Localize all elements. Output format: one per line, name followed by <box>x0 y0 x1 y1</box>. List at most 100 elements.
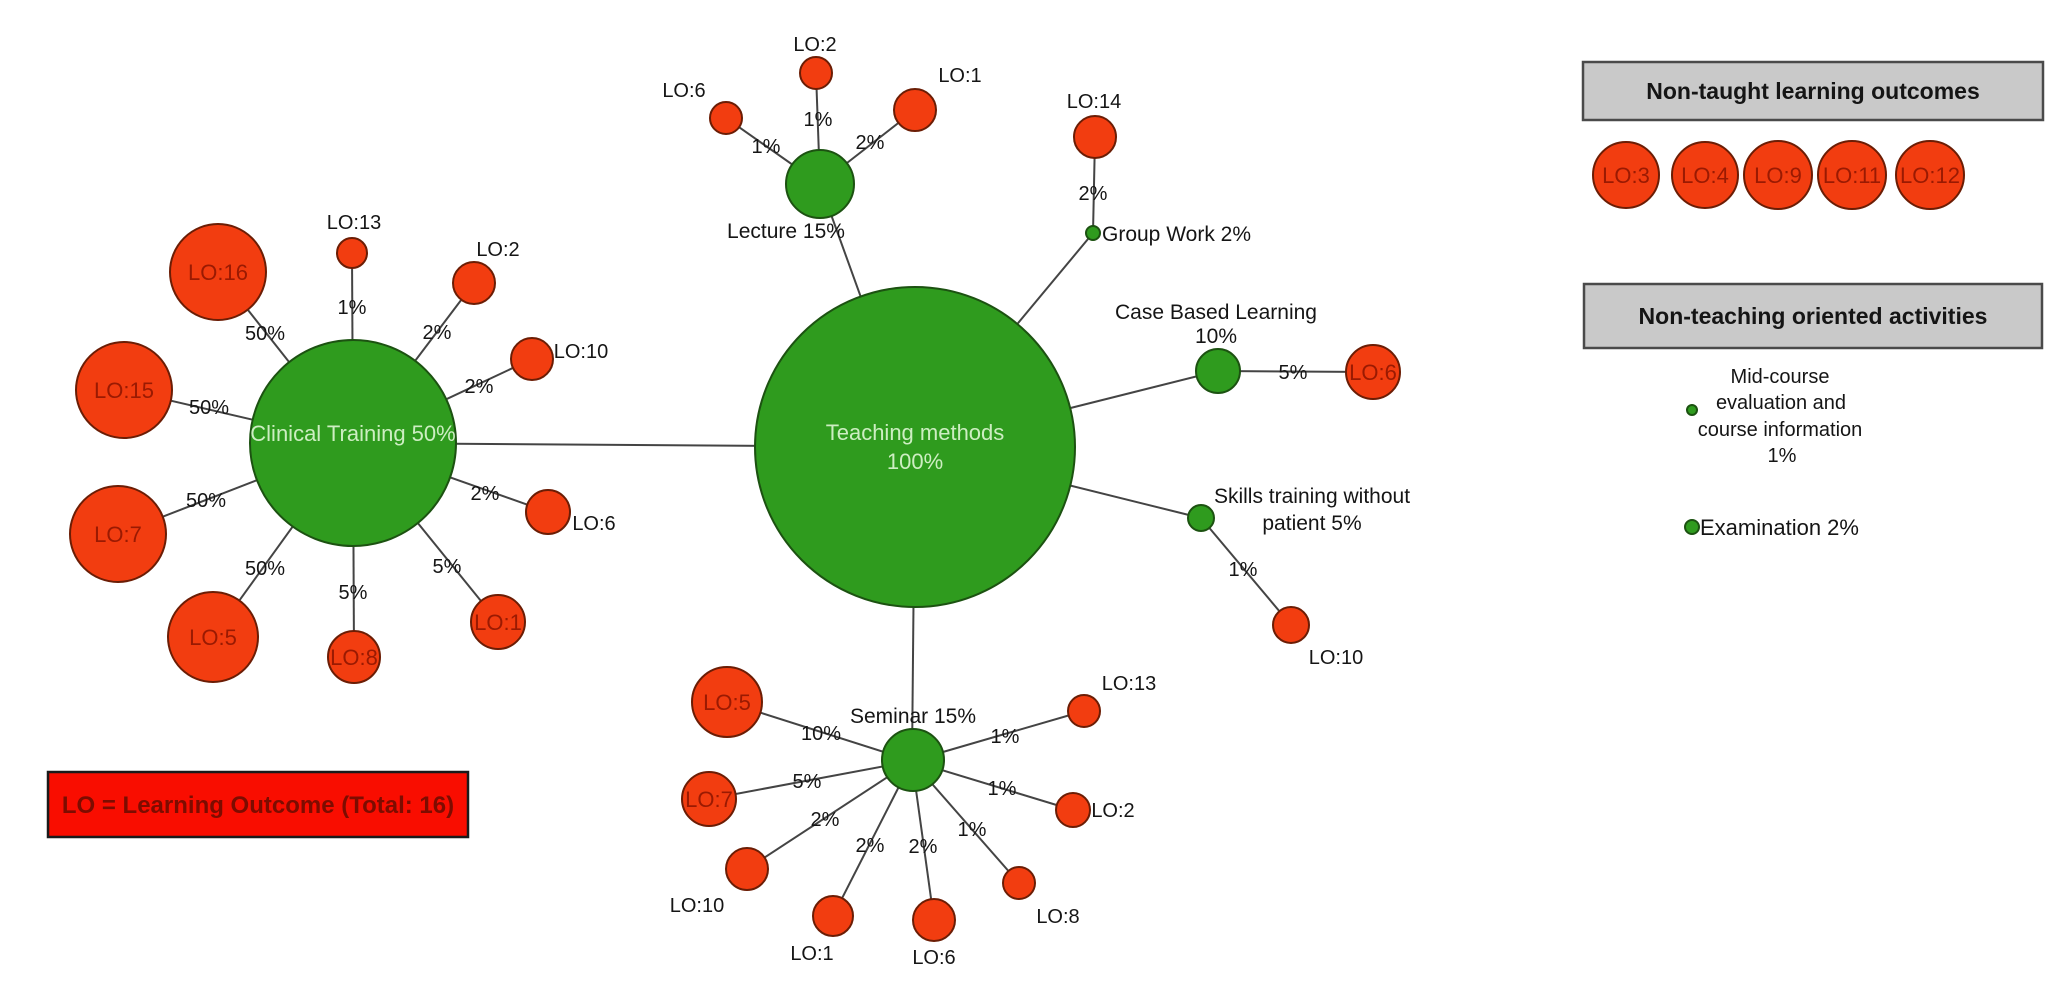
legend-text: LO = Learning Outcome (Total: 16) <box>62 792 454 819</box>
panel-non-taught-title: Non-taught learning outcomes <box>1646 78 1980 104</box>
clinical-lo2-label: LO:2 <box>476 239 519 261</box>
clinical-lo6-circle <box>525 489 571 535</box>
lecture-label: Lecture 15% <box>727 220 845 243</box>
cbl-lo6-label: LO:6 <box>1349 360 1397 385</box>
edge-lecture-lo6-label: 1% <box>752 136 781 158</box>
seminar-lo1-label: LO:1 <box>790 943 833 965</box>
clinical-lo13-circle <box>336 237 368 269</box>
seminar-lo10-label: LO:10 <box>670 895 724 917</box>
seminar-lo7-circle <box>681 771 737 827</box>
cbl-lo6-circle <box>1345 344 1401 400</box>
clinical-lo8-label: LO:8 <box>330 645 378 670</box>
teaching-methods-label-line2: 100% <box>887 449 943 474</box>
clinical-lo16-circle <box>169 223 267 321</box>
panel-lo12-circle <box>1895 140 1965 210</box>
panel-non-teaching-title: Non-teaching oriented activities <box>1639 303 1988 329</box>
seminar-lo6-circle <box>912 898 956 942</box>
cbl-label-line1: Case Based Learning <box>1115 301 1317 324</box>
seminar-lo7-label: LO:7 <box>685 787 733 812</box>
edge-seminar-lo1-label: 2% <box>856 835 885 857</box>
group-work-label: Group Work 2% <box>1102 223 1251 246</box>
hub-clinical-training <box>249 339 457 547</box>
edge-seminar-lo8-label: 1% <box>958 819 987 841</box>
panel-lo4-circle <box>1671 141 1739 209</box>
edge-clinical-lo16-label: 50% <box>245 323 285 345</box>
cbl-label-line2: 10% <box>1195 325 1237 348</box>
edge-clinical-lo10-label: 2% <box>465 376 494 398</box>
seminar-label: Seminar 15% <box>850 705 976 728</box>
hub-teaching-methods <box>754 286 1076 608</box>
edge-seminar-lo2-label: 1% <box>988 778 1017 800</box>
teaching-methods-label-line1: Teaching methods <box>826 420 1005 445</box>
edge-seminar-lo13-label: 1% <box>991 726 1020 748</box>
clinical-lo5-circle <box>167 591 259 683</box>
clinical-lo15-label: LO:15 <box>94 378 154 403</box>
skills-label-line2: patient 5% <box>1262 512 1361 535</box>
clinical-lo2-circle <box>452 261 496 305</box>
examination-label: Examination 2% <box>1700 515 1859 540</box>
lecture-lo2-label: LO:2 <box>793 34 836 56</box>
edge-clinical-lo7-label: 50% <box>186 490 226 512</box>
clinical-lo5-label: LO:5 <box>189 625 237 650</box>
hub-seminar <box>881 728 945 792</box>
edge-clinical-lo2-label: 2% <box>423 322 452 344</box>
edge-groupwork-lo14-label: 2% <box>1079 183 1108 205</box>
skills-label-line1: Skills training without <box>1214 485 1410 508</box>
panel-lo12-label: LO:12 <box>1900 163 1960 188</box>
edge-clinical-lo1-label: 5% <box>433 556 462 578</box>
midcourse-dot <box>1686 404 1698 416</box>
seminar-lo1-circle <box>812 895 854 937</box>
edge-seminar-lo10-label: 2% <box>811 809 840 831</box>
panel-lo11-circle <box>1817 140 1887 210</box>
clinical-lo13-label: LO:13 <box>327 212 381 234</box>
panel-non-taught-header-box <box>1581 60 2045 122</box>
clinical-lo16-label: LO:16 <box>188 260 248 285</box>
edge-clinical-lo5-label: 50% <box>245 558 285 580</box>
hub-group-work <box>1085 225 1101 241</box>
legend-box <box>46 770 470 839</box>
seminar-lo2-label: LO:2 <box>1091 800 1134 822</box>
lecture-lo6-label: LO:6 <box>662 80 705 102</box>
panel-lo3-circle <box>1592 141 1660 209</box>
hub-lecture <box>785 149 855 219</box>
seminar-lo2-circle <box>1055 792 1091 828</box>
edge-seminar-lo7 <box>708 760 913 800</box>
skills-lo10-circle <box>1272 606 1310 644</box>
seminar-lo8-circle <box>1002 866 1036 900</box>
edge-seminar-lo5-label: 10% <box>801 723 841 745</box>
clinical-lo7-circle <box>69 485 167 583</box>
edge-clinical-lo6-label: 2% <box>471 483 500 505</box>
panel-lo3-label: LO:3 <box>1602 163 1650 188</box>
seminar-lo6-label: LO:6 <box>912 947 955 969</box>
edge-seminar-lo10 <box>746 760 913 870</box>
edge-lecture-lo2-label: 1% <box>804 109 833 131</box>
clinical-lo1-label: LO:1 <box>474 610 522 635</box>
edge-skills-lo10-label: 1% <box>1229 559 1258 581</box>
panel-lo9-label: LO:9 <box>1754 163 1802 188</box>
seminar-lo13-label: LO:13 <box>1102 673 1156 695</box>
midcourse-label-line1: Mid-course <box>1731 366 1830 388</box>
edge-seminar-lo7-label: 5% <box>793 771 822 793</box>
lecture-lo2-circle <box>799 56 833 90</box>
seminar-lo8-label: LO:8 <box>1036 906 1079 928</box>
edge-cbl-lo6-label: 5% <box>1279 362 1308 384</box>
clinical-lo6-label: LO:6 <box>572 513 615 535</box>
clinical-lo10-label: LO:10 <box>554 341 608 363</box>
panel-lo11-label: LO:11 <box>1823 163 1881 188</box>
edge-clinical-lo13-label: 1% <box>338 297 367 319</box>
midcourse-label-line3: course information <box>1698 419 1863 441</box>
examination-dot <box>1684 519 1700 535</box>
midcourse-label-line4: 1% <box>1768 445 1797 467</box>
clinical-lo15-circle <box>75 341 173 439</box>
seminar-lo10-circle <box>725 847 769 891</box>
seminar-lo5-label: LO:5 <box>703 690 751 715</box>
midcourse-label-line2: evaluation and <box>1716 392 1846 414</box>
hub-skills-training <box>1187 504 1215 532</box>
panel-lo4-label: LO:4 <box>1681 163 1729 188</box>
seminar-lo13-circle <box>1067 694 1101 728</box>
panel-non-teaching-header-box <box>1582 282 2044 350</box>
lecture-lo1-label: LO:1 <box>938 65 981 87</box>
groupwork-lo14-label: LO:14 <box>1067 91 1121 113</box>
